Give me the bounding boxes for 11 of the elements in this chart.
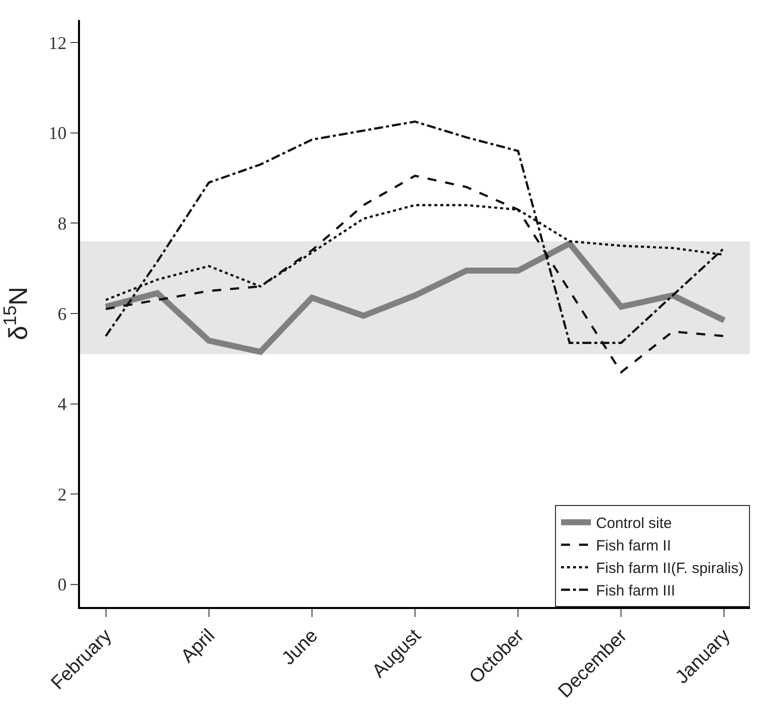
y-tick-label: 6 <box>58 304 67 324</box>
legend-label: Fish farm II(F. spiralis) <box>596 560 744 578</box>
legend-label: Fish farm II <box>596 538 672 555</box>
y-tick-label: 10 <box>48 123 67 144</box>
y-tick-label: 12 <box>48 32 67 53</box>
legend-label: Control site <box>596 515 672 532</box>
y-tick-label: 8 <box>58 213 67 234</box>
y-tick-label: 4 <box>58 394 67 414</box>
legend-label: Fish farm III <box>596 582 676 600</box>
y-tick-label: 0 <box>58 574 67 595</box>
y-tick-label: 2 <box>58 484 67 504</box>
